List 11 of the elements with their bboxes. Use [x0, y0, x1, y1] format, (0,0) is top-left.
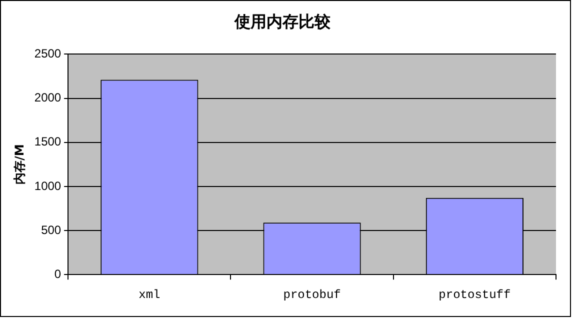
- chart-title: 使用内存比较: [234, 12, 332, 31]
- x-tick-label: protobuf: [283, 288, 341, 302]
- y-tick-label: 0: [54, 266, 62, 281]
- y-tick-label: 1000: [34, 178, 62, 193]
- y-axis-title: 内存/M: [12, 144, 26, 185]
- y-tick-label: 2500: [34, 46, 62, 61]
- y-tick-label: 2000: [34, 90, 62, 105]
- x-tick-label: protostuff: [438, 288, 511, 302]
- y-tick-label: 1500: [34, 134, 62, 149]
- x-tick-label: xml: [138, 288, 160, 302]
- y-tick-label: 500: [41, 222, 62, 237]
